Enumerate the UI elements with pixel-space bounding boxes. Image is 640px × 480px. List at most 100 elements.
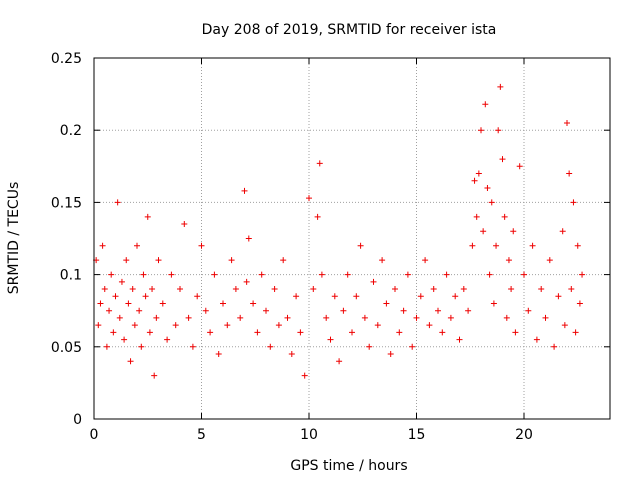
- data-point: [172, 322, 179, 329]
- data-point: [379, 257, 386, 264]
- data-point: [108, 271, 115, 278]
- data-point: [417, 293, 424, 300]
- data-point: [293, 293, 300, 300]
- data-point: [297, 329, 304, 336]
- data-point: [318, 271, 325, 278]
- data-point: [284, 314, 291, 321]
- data-point: [409, 343, 416, 350]
- data-point: [243, 278, 250, 285]
- data-point: [136, 307, 143, 314]
- data-point: [99, 242, 106, 249]
- data-point: [275, 322, 282, 329]
- data-point: [576, 300, 583, 307]
- data-point: [138, 343, 145, 350]
- data-point: [503, 314, 510, 321]
- data-point: [215, 351, 222, 358]
- data-point: [439, 329, 446, 336]
- data-point: [564, 119, 570, 126]
- data-point: [370, 278, 377, 285]
- data-point: [568, 286, 575, 293]
- data-point: [579, 271, 586, 278]
- data-point: [263, 307, 269, 314]
- data-point: [121, 336, 128, 343]
- data-point: [316, 160, 323, 167]
- data-point: [198, 242, 205, 249]
- axis-ticks: 0 5 10 15 20 0 0.05 0.1 0.15 0.2 0.25: [51, 51, 610, 443]
- y-tick-label: 0.1: [60, 268, 82, 284]
- data-point: [106, 307, 113, 314]
- y-axis-label: SRMTID / TECUs: [6, 182, 22, 295]
- data-point: [469, 242, 476, 249]
- x-tick-label: 5: [197, 427, 206, 443]
- data-point: [570, 199, 577, 206]
- data-point: [153, 314, 160, 321]
- grid-lines: [94, 58, 610, 419]
- data-point: [211, 271, 218, 278]
- data-point: [447, 314, 454, 321]
- data-point: [495, 127, 502, 134]
- data-point: [392, 286, 398, 293]
- data-point: [125, 300, 132, 307]
- data-point: [512, 329, 519, 336]
- data-point: [288, 351, 295, 358]
- data-point: [336, 358, 343, 365]
- data-point: [566, 170, 573, 177]
- data-point: [349, 329, 355, 336]
- data-point: [561, 322, 568, 329]
- data-point: [525, 307, 532, 314]
- data-point: [516, 163, 523, 170]
- data-point: [151, 372, 158, 379]
- data-point: [430, 286, 437, 293]
- data-point: [396, 329, 403, 336]
- data-point: [400, 307, 407, 314]
- y-tick-label: 0.2: [60, 123, 82, 139]
- data-point: [142, 293, 149, 300]
- data-point: [103, 343, 110, 350]
- data-point: [533, 336, 540, 343]
- data-point: [499, 156, 506, 163]
- data-point: [164, 336, 171, 343]
- data-point: [220, 300, 226, 307]
- x-tick-label: 10: [300, 427, 318, 443]
- data-point: [110, 329, 117, 336]
- data-point: [574, 242, 581, 249]
- data-point: [478, 127, 484, 134]
- data-point: [155, 257, 162, 264]
- x-axis-label: GPS time / hours: [290, 458, 407, 474]
- data-point: [473, 213, 480, 220]
- data-point: [471, 177, 478, 184]
- data-point: [546, 257, 553, 264]
- y-tick-label: 0.15: [51, 195, 82, 211]
- data-point: [551, 343, 558, 350]
- data-point: [194, 293, 201, 300]
- data-point: [353, 293, 360, 300]
- data-point: [482, 101, 489, 108]
- data-point: [484, 184, 491, 191]
- data-point: [189, 343, 196, 350]
- data-point: [306, 195, 312, 202]
- data-point: [95, 322, 102, 329]
- data-point: [129, 286, 136, 293]
- data-point: [168, 271, 175, 278]
- data-point: [185, 314, 192, 321]
- data-point: [490, 300, 497, 307]
- data-point: [510, 228, 517, 235]
- data-point: [131, 322, 138, 329]
- data-point: [366, 343, 373, 350]
- plot-frame: [93, 57, 611, 420]
- data-point: [361, 314, 368, 321]
- x-tick-label: 15: [408, 427, 426, 443]
- chart-title: Day 208 of 2019, SRMTID for receiver ist…: [202, 22, 497, 38]
- data-point: [159, 300, 166, 307]
- data-point: [422, 257, 429, 264]
- data-point: [181, 221, 188, 228]
- data-point: [413, 314, 420, 321]
- data-point: [508, 286, 515, 293]
- data-point: [314, 213, 321, 220]
- data-point: [505, 257, 512, 264]
- y-tick-label: 0: [73, 412, 82, 428]
- data-point: [426, 322, 433, 329]
- data-points: [93, 83, 586, 379]
- data-point: [310, 286, 317, 293]
